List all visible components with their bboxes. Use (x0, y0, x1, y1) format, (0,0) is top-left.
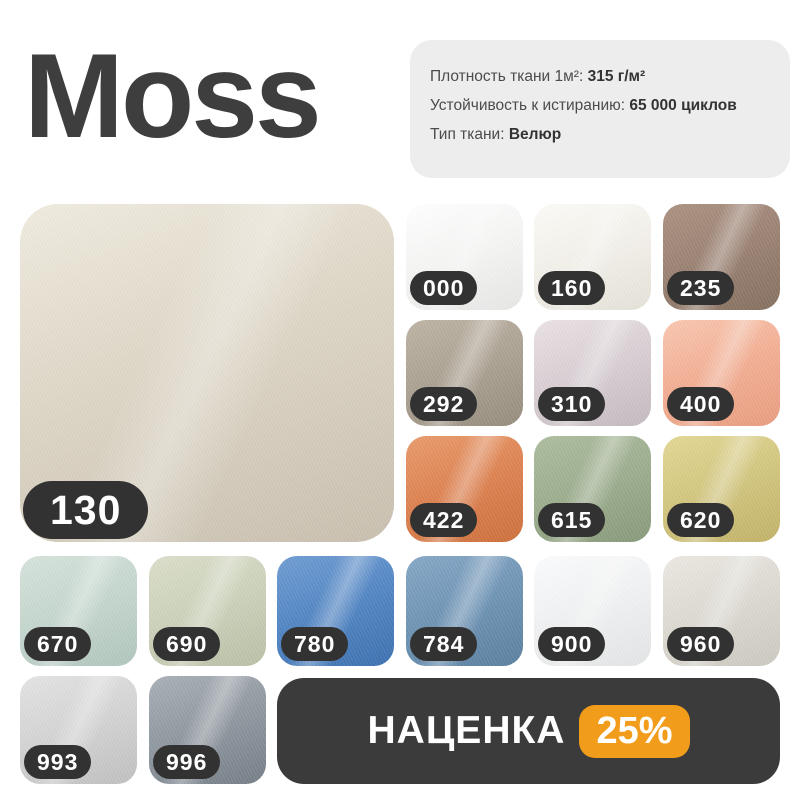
spec-type-label: Тип ткани: (430, 126, 505, 143)
swatch-422[interactable]: 422 (406, 436, 523, 542)
swatch-960[interactable]: 960 (663, 556, 780, 666)
spec-abrasion-label: Устойчивость к истиранию: (430, 97, 626, 114)
fabric-specs-card: Плотность ткани 1м²: 315 г/м² Устойчивос… (410, 40, 790, 178)
swatch-code-badge: 235 (667, 271, 735, 305)
swatch-000[interactable]: 000 (406, 204, 523, 310)
swatch-code-badge: 422 (410, 503, 478, 537)
swatch-235[interactable]: 235 (663, 204, 780, 310)
main-swatch-code-badge: 130 (23, 481, 149, 539)
swatch-code-badge: 400 (667, 387, 735, 421)
spec-abrasion: Устойчивость к истиранию: 65 000 циклов (430, 96, 770, 116)
swatch-code-badge: 615 (538, 503, 606, 537)
swatch-996[interactable]: 996 (149, 676, 266, 784)
spec-abrasion-value: 65 000 циклов (629, 97, 737, 114)
markup-promo-badge: НАЦЕНКА 25% (277, 678, 780, 784)
swatch-code-badge: 784 (410, 627, 478, 661)
promo-percent-badge: 25% (579, 704, 690, 758)
swatch-670[interactable]: 670 (20, 556, 137, 666)
spec-type: Тип ткани: Велюр (430, 125, 770, 145)
swatch-code-badge: 000 (410, 271, 478, 305)
swatch-620[interactable]: 620 (663, 436, 780, 542)
swatch-code-badge: 620 (667, 503, 735, 537)
swatch-code-badge: 780 (281, 627, 349, 661)
swatch-code-badge: 670 (24, 627, 92, 661)
swatch-784[interactable]: 784 (406, 556, 523, 666)
swatch-292[interactable]: 292 (406, 320, 523, 426)
swatch-160[interactable]: 160 (534, 204, 651, 310)
spec-density: Плотность ткани 1м²: 315 г/м² (430, 67, 770, 87)
swatch-310[interactable]: 310 (534, 320, 651, 426)
spec-type-value: Велюр (508, 126, 562, 143)
swatch-615[interactable]: 615 (534, 436, 651, 542)
main-swatch-130[interactable]: 130 (20, 204, 394, 542)
swatch-code-badge: 690 (153, 627, 221, 661)
swatch-code-badge: 900 (538, 627, 606, 661)
swatch-code-badge: 996 (153, 745, 221, 779)
swatch-690[interactable]: 690 (149, 556, 266, 666)
spec-density-label: Плотность ткани 1м²: (430, 68, 584, 85)
swatch-code-badge: 960 (667, 627, 735, 661)
page-title: Moss (24, 29, 322, 163)
swatch-code-badge: 310 (538, 387, 606, 421)
spec-density-value: 315 г/м² (587, 68, 646, 85)
swatch-993[interactable]: 993 (20, 676, 137, 784)
swatch-code-badge: 993 (24, 745, 92, 779)
swatch-780[interactable]: 780 (277, 556, 394, 666)
swatch-900[interactable]: 900 (534, 556, 651, 666)
promo-label: НАЦЕНКА (367, 709, 566, 752)
swatch-400[interactable]: 400 (663, 320, 780, 426)
swatch-code-badge: 292 (410, 387, 478, 421)
swatch-code-badge: 160 (538, 271, 606, 305)
